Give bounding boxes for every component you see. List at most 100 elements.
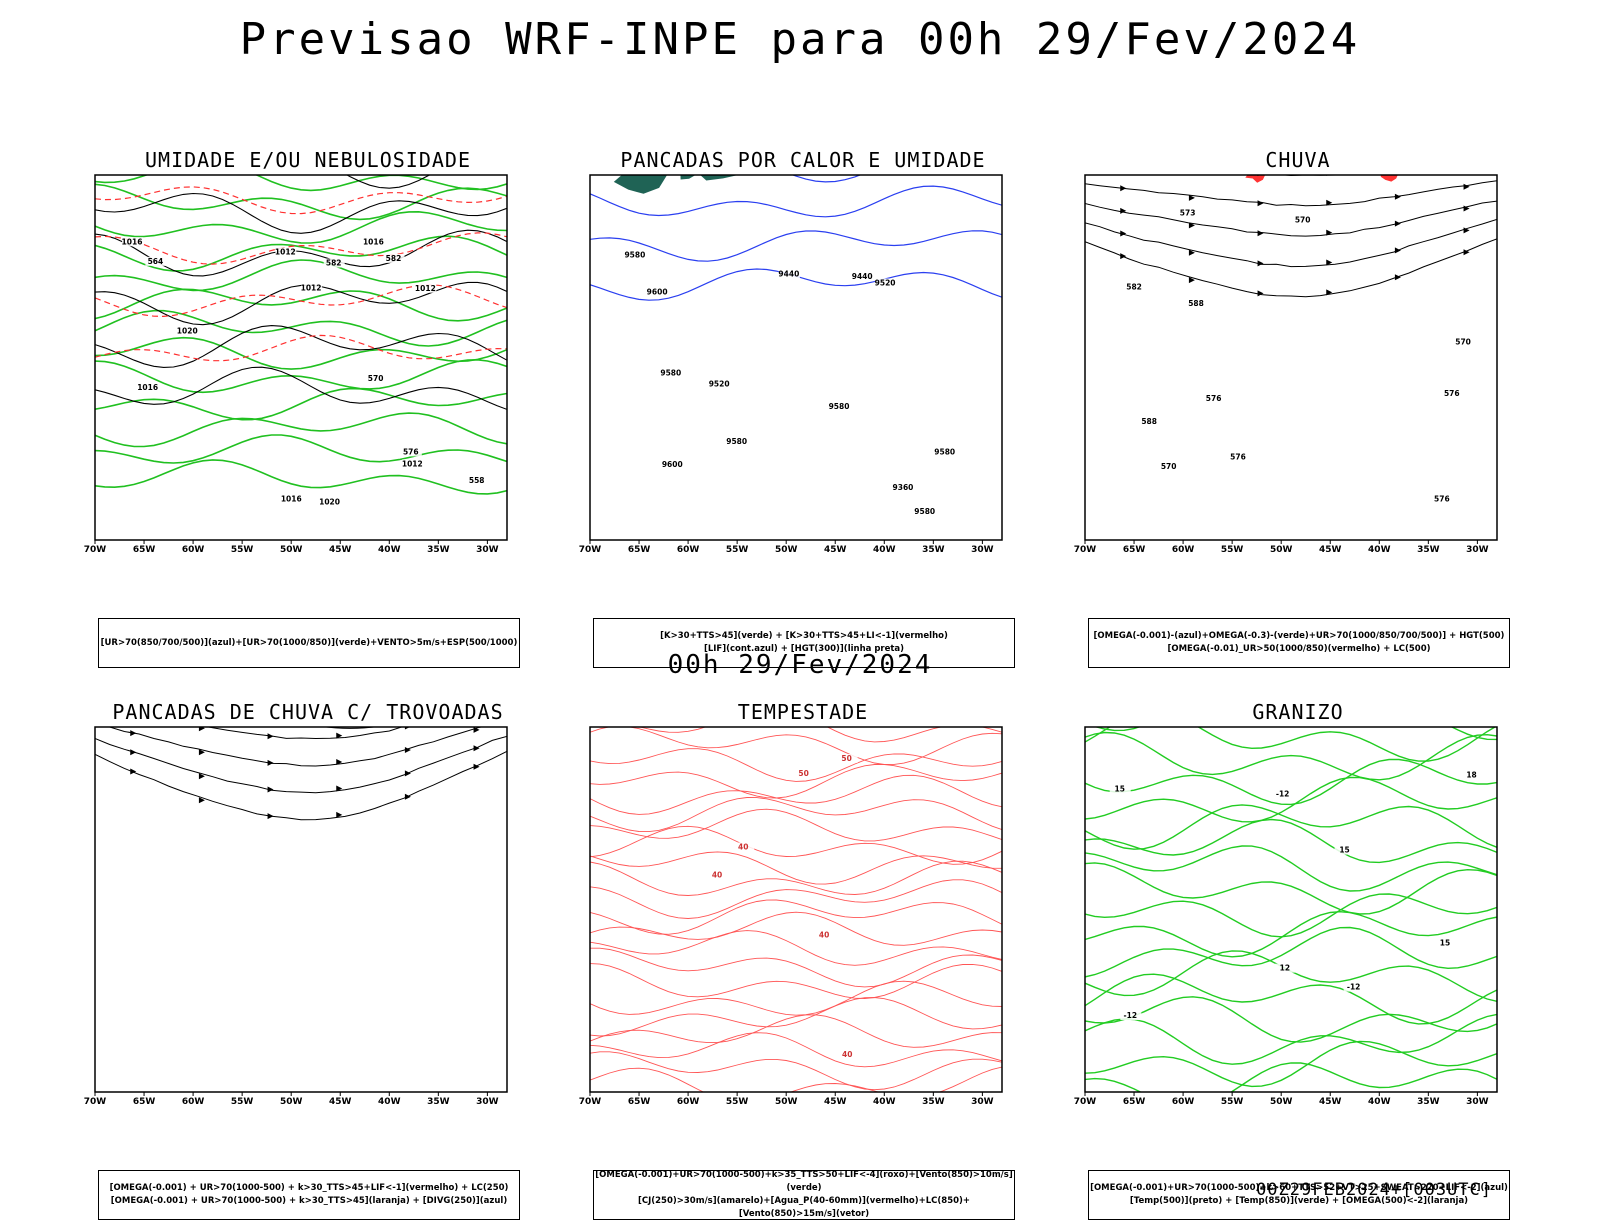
- streamline: [95, 736, 507, 792]
- fields: [1063, 725, 1497, 1108]
- x-tick-label: 60W: [1172, 1097, 1195, 1107]
- x-tick-label: 45W: [824, 545, 847, 555]
- map-pancadas-calor: 70W65W60W55W50W45W40W35W30W12S15S18S21S2…: [568, 173, 1038, 613]
- humid-low-contour: [95, 413, 507, 446]
- x-tick-label: 55W: [231, 545, 254, 555]
- x-tick-label: 35W: [427, 545, 450, 555]
- panel-title: CHUVA: [1063, 148, 1533, 172]
- x-tick-label: 40W: [1368, 545, 1391, 555]
- panel-chuva: CHUVA 70W65W60W55W50W45W40W35W30W12S15S1…: [1063, 148, 1533, 638]
- x-tick-label: 70W: [579, 1097, 602, 1107]
- x-tick-label: 65W: [628, 545, 651, 555]
- contour-label: 50: [798, 769, 808, 778]
- x-tick-label: 55W: [1221, 1097, 1244, 1107]
- contour-label: 15: [1339, 846, 1349, 855]
- panel-granizo: GRANIZO 70W65W60W55W50W45W40W35W30W12S15…: [1063, 700, 1533, 1190]
- contour-label: 9580: [914, 507, 935, 516]
- contour-label: 576: [1434, 494, 1450, 503]
- contour-label: 570: [1161, 462, 1177, 471]
- contour-label: 1012: [402, 459, 423, 468]
- contour-label: 1012: [415, 284, 436, 293]
- contour-label: 9580: [624, 250, 645, 259]
- x-tick-label: 45W: [329, 1097, 352, 1107]
- temp850-contour: [1085, 733, 1497, 780]
- panel-pancadas-calor: PANCADAS POR CALOR E UMIDADE 70W 65W 60W 55…: [568, 148, 1038, 638]
- lif-contour: [590, 186, 1002, 217]
- contour-label: 570: [1295, 216, 1311, 225]
- lif-contour: [590, 231, 1002, 261]
- map-frame: [590, 175, 1002, 540]
- contour-label: 9580: [829, 402, 850, 411]
- contour-label: 9520: [709, 379, 730, 388]
- contour-label: 1016: [363, 238, 384, 247]
- contour-label: 9520: [875, 279, 896, 288]
- streamline: [199, 725, 205, 731]
- contour-label: 40: [738, 842, 748, 851]
- x-tick-label: 30W: [476, 545, 499, 555]
- streamline: [1085, 219, 1497, 266]
- contour-label: 558: [469, 476, 485, 485]
- contour-label: 1016: [122, 237, 143, 246]
- x-tick-label: 35W: [1417, 545, 1440, 555]
- contour-label: 15: [1440, 939, 1450, 948]
- streamline: [1085, 239, 1497, 297]
- streamline: [1258, 290, 1264, 296]
- water-contour: [590, 798, 1002, 832]
- water-contour: [590, 726, 1002, 764]
- contour-label: 9600: [647, 287, 668, 296]
- x-tick-label: 45W: [1319, 545, 1342, 555]
- water-contour: [590, 964, 1002, 999]
- x-tick-label: 60W: [677, 545, 700, 555]
- contour-label: 9580: [934, 448, 955, 457]
- x-tick-label: 40W: [378, 545, 401, 555]
- panel-tempestade: TEMPESTADE 70W65W60W55W50W45W40W35W30W12…: [568, 700, 1038, 1190]
- unstable-area: [678, 173, 699, 180]
- contour-label: 1012: [275, 247, 296, 256]
- streamline: [1085, 201, 1497, 236]
- streamline: [405, 770, 411, 776]
- streamline: [130, 768, 136, 774]
- water-contour: [590, 1052, 1002, 1090]
- x-tick-label: 65W: [133, 545, 156, 555]
- temp850-contour: [1085, 778, 1497, 822]
- map-tempestade: 70W65W60W55W50W45W40W35W30W12S15S18S21S2…: [568, 725, 1038, 1165]
- temp850-contour: [1085, 846, 1497, 891]
- x-tick-label: 35W: [922, 545, 945, 555]
- panel-title: GRANIZO: [1063, 700, 1533, 724]
- x-tick-label: 65W: [1123, 545, 1146, 555]
- streamline: [268, 787, 274, 793]
- x-tick-label: 55W: [726, 545, 749, 555]
- panel-title: PANCADAS POR CALOR E UMIDADE: [568, 148, 1038, 172]
- panel-title: PANCADAS DE CHUVA C/ TROVOADAS: [73, 700, 543, 724]
- x-tick-label: 40W: [378, 1097, 401, 1107]
- temp850-contour: [1085, 974, 1497, 1024]
- temp850-contour: [1085, 951, 1497, 1001]
- contour-label: 9600: [662, 460, 683, 469]
- x-tick-label: 60W: [182, 1097, 205, 1107]
- legend-line-1: [K>30+TTS>45](verde) + [K>30+TTS>45+LI<-…: [594, 630, 1014, 643]
- temp850-contour: [1085, 997, 1497, 1042]
- x-tick-label: 70W: [579, 545, 602, 555]
- x-tick-label: 50W: [280, 1097, 303, 1107]
- contour-label: 9440: [852, 272, 873, 281]
- x-tick-label: 60W: [1172, 545, 1195, 555]
- streamline: [1258, 230, 1264, 236]
- unstable-area: [694, 173, 743, 181]
- isobar: [95, 326, 507, 368]
- x-tick-label: 60W: [677, 1097, 700, 1107]
- temp850-contour: [1085, 805, 1497, 849]
- unstable-area: [769, 173, 801, 174]
- legend-line-1: [UR>70(850/700/500)](azul)+[UR>70(1000/8…: [99, 637, 519, 650]
- streamline: [1120, 185, 1126, 191]
- map-granizo: 70W65W60W55W50W45W40W35W30W12S15S18S21S2…: [1063, 725, 1533, 1165]
- contour-label: 50: [841, 754, 851, 763]
- legend-line-2: [CJ(250)>30m/s](amarelo)+[Agua_P(40-60mm…: [594, 1195, 1014, 1221]
- panel-title: UMIDADE E/OU NEBULOSIDADE: [73, 148, 543, 172]
- map-frame: [95, 727, 507, 1092]
- legend-line-2: [OMEGA(-0.001) + UR>70(1000-500) + k>30_…: [99, 1195, 519, 1208]
- map-chuva: 70W65W60W55W50W45W40W35W30W12S15S18S21S2…: [1063, 173, 1533, 613]
- humid-low-contour: [95, 435, 507, 463]
- x-tick-label: 60W: [182, 545, 205, 555]
- fields: [568, 173, 1002, 300]
